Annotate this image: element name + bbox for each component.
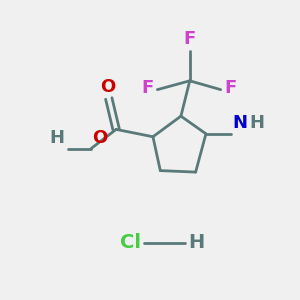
Text: F: F: [184, 30, 196, 48]
Text: H: H: [249, 114, 264, 132]
Text: O: O: [100, 77, 115, 95]
Text: H: H: [50, 129, 64, 147]
Text: F: F: [224, 79, 236, 97]
Text: Cl: Cl: [120, 233, 141, 252]
Text: F: F: [142, 79, 154, 97]
Text: N: N: [232, 114, 247, 132]
Text: H: H: [188, 233, 205, 252]
Text: O: O: [93, 129, 108, 147]
